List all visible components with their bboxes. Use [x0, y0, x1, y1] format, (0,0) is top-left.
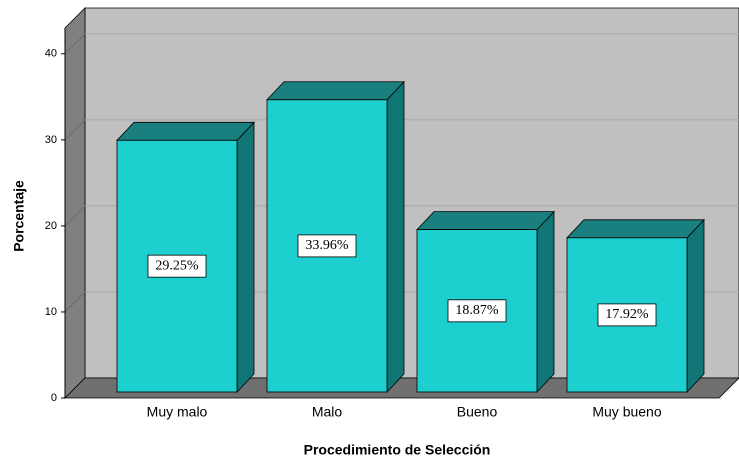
value-label: 17.92%	[605, 307, 649, 322]
bar-top	[416, 211, 555, 231]
grid-line	[64, 119, 86, 141]
x-tick-label: Bueno	[457, 404, 498, 420]
y-tick-label: 0	[51, 392, 57, 404]
x-tick-label: Muy bueno	[592, 404, 661, 420]
value-label-box	[147, 254, 207, 278]
x-axis-title: Procedimiento de Selección	[304, 442, 491, 458]
bar	[566, 218, 705, 394]
grid-line	[64, 205, 86, 227]
value-label-box	[447, 299, 507, 323]
value-label: 29.25%	[155, 258, 199, 273]
value-label-box	[597, 303, 657, 327]
value-label: 18.87%	[455, 303, 499, 318]
grid-line	[64, 291, 86, 313]
y-tick-label: 20	[45, 220, 57, 232]
side-wall	[64, 7, 86, 399]
bar-side	[236, 121, 255, 394]
y-tick-label: 30	[45, 134, 57, 146]
bar-side	[386, 80, 405, 394]
value-label-box	[297, 234, 357, 258]
y-tick-label: 40	[45, 48, 57, 60]
bar	[116, 121, 255, 394]
bar	[416, 210, 555, 394]
bar-side	[686, 218, 705, 394]
x-tick-label: Muy malo	[147, 404, 208, 420]
y-tick-label: 10	[45, 306, 57, 318]
bar-top	[566, 219, 705, 239]
bar-top	[116, 121, 255, 141]
x-tick-label: Malo	[312, 404, 343, 420]
bar-side	[536, 210, 555, 394]
value-label: 33.96%	[305, 238, 349, 253]
bar-top	[266, 81, 405, 101]
grid-line	[64, 33, 86, 55]
y-axis-title: Porcentaje	[11, 180, 27, 252]
